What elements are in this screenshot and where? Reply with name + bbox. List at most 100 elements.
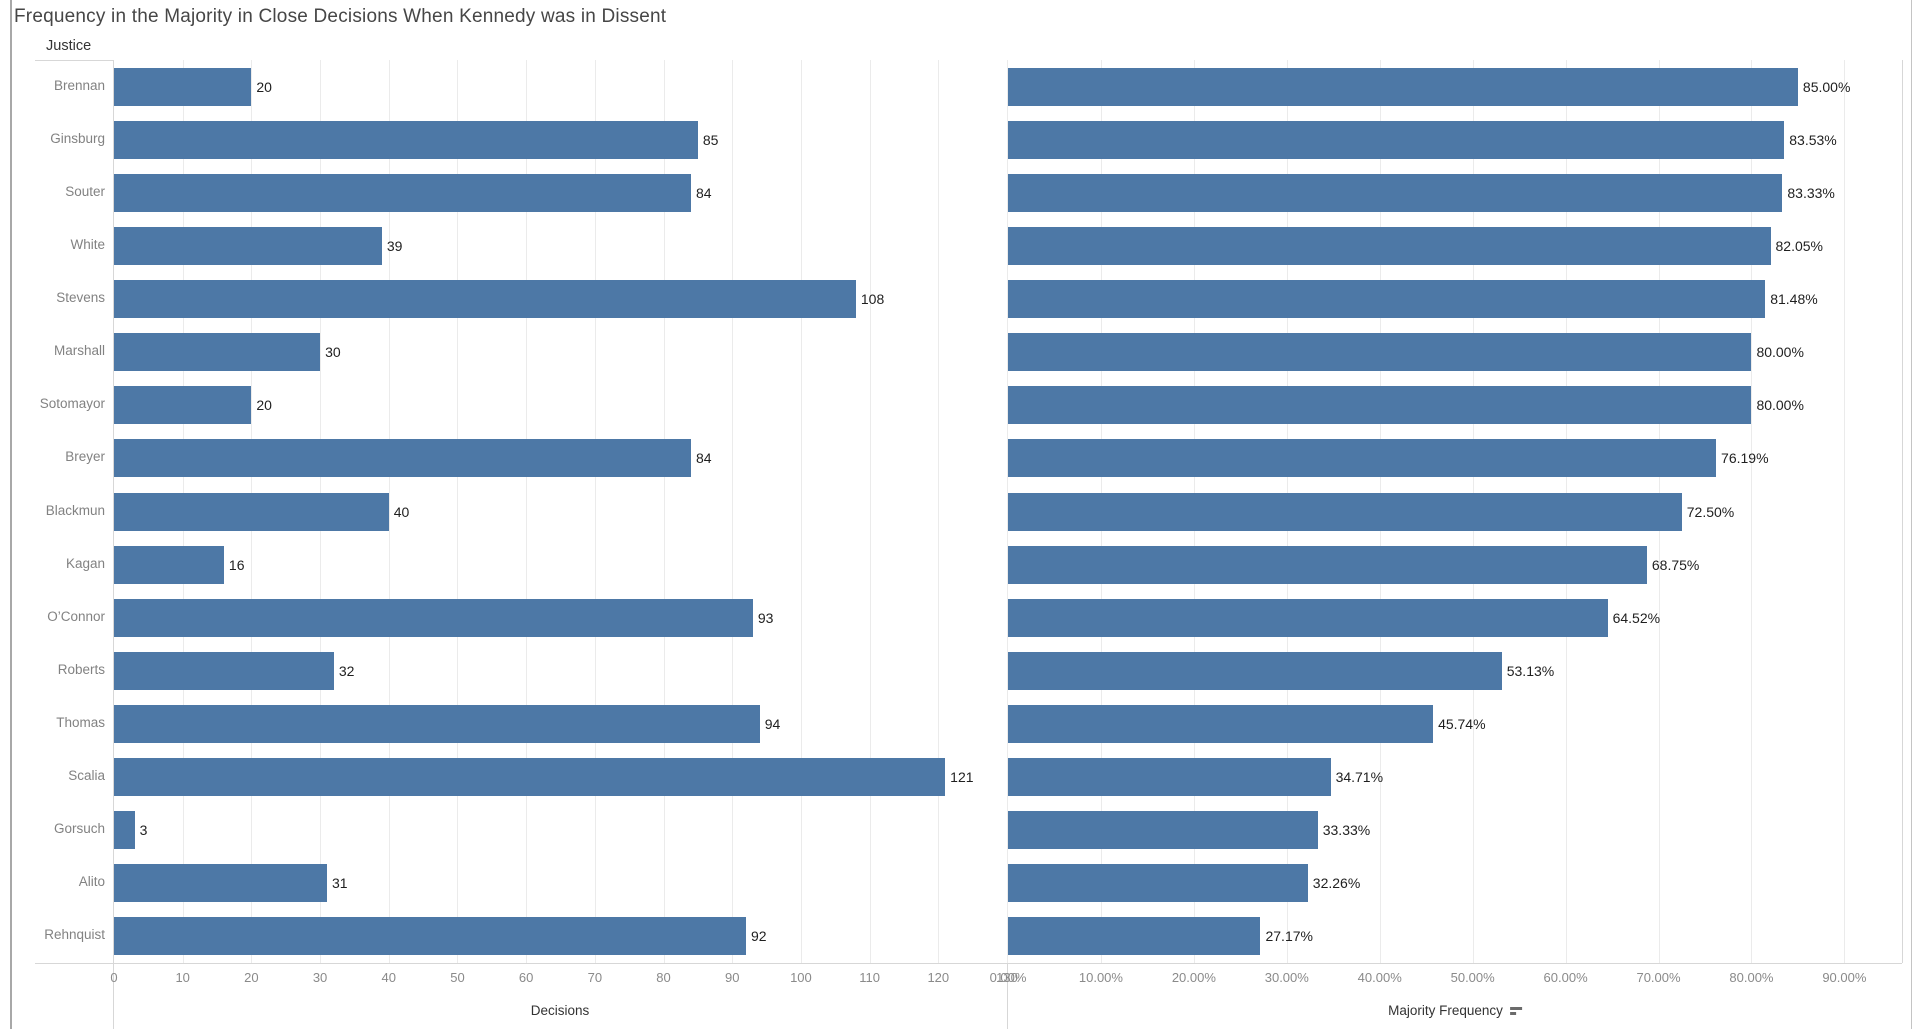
bar-value-label: 39 [386, 237, 403, 254]
bar-value-label: 45.74% [1438, 715, 1486, 732]
axis-tick-label: 10 [175, 970, 190, 985]
gridline [732, 60, 734, 963]
decisions-bar[interactable] [114, 67, 252, 106]
window-right-edge [1911, 0, 1912, 1029]
justice-label[interactable]: Alito [78, 874, 105, 890]
decisions-bar[interactable] [114, 917, 746, 956]
decisions-bar[interactable] [114, 173, 691, 212]
axis-tick-label: 80 [656, 970, 671, 985]
justice-label[interactable]: Scalia [68, 768, 105, 784]
axis-tick-label: 30 [312, 970, 328, 985]
frequency-bar[interactable] [1008, 280, 1766, 319]
frequency-bar[interactable] [1008, 386, 1752, 425]
decisions-bar[interactable] [114, 439, 691, 478]
decisions-bar[interactable] [114, 492, 389, 531]
sort-descending-icon[interactable] [1509, 1006, 1522, 1016]
pane-bottom-border [35, 963, 1902, 964]
gridline [594, 60, 596, 963]
justice-label[interactable]: Rehnquist [44, 927, 105, 943]
justice-label[interactable]: O’Connor [47, 608, 105, 624]
gridline [457, 60, 459, 963]
x-axis-title-frequency: Majority Frequency [1388, 1003, 1522, 1018]
window-left-edge [10, 0, 12, 1029]
decisions-bar[interactable] [114, 333, 321, 372]
frequency-bar[interactable] [1008, 226, 1771, 265]
justice-label[interactable]: Thomas [56, 714, 105, 730]
frequency-bar[interactable] [1008, 333, 1752, 372]
bar-value-label: 85.00% [1802, 78, 1851, 95]
decisions-bar[interactable] [114, 758, 946, 797]
axis-tick-label: 50 [450, 970, 465, 985]
bar-value-label: 84 [696, 450, 712, 467]
gridline [800, 60, 802, 963]
axis-tick-label: 60 [518, 970, 534, 985]
decisions-bar[interactable] [114, 598, 753, 637]
frequency-bar[interactable] [1008, 758, 1331, 797]
axis-tick-label: 20 [244, 970, 259, 985]
frequency-bar[interactable] [1008, 545, 1647, 584]
decisions-bar[interactable] [114, 386, 252, 425]
axis-tick-label: 20.00% [1171, 970, 1216, 985]
bar-value-label: 27.17% [1265, 928, 1313, 945]
frequency-bar[interactable] [1008, 651, 1502, 690]
decisions-bar[interactable] [114, 120, 698, 159]
frequency-bar[interactable] [1008, 598, 1608, 637]
justice-label[interactable]: White [70, 236, 105, 252]
frequency-bar[interactable] [1008, 704, 1434, 743]
axis-tick-label: 70.00% [1636, 970, 1681, 985]
decisions-bar[interactable] [114, 704, 760, 743]
bar-value-label: 92 [750, 928, 767, 945]
bar-value-label: 84 [696, 184, 712, 201]
frequency-bar[interactable] [1008, 67, 1798, 106]
justice-label[interactable]: Brennan [53, 77, 105, 93]
frequency-bar[interactable] [1008, 439, 1717, 478]
decisions-bar[interactable] [114, 864, 327, 903]
justice-column-header[interactable]: Justice [46, 38, 92, 54]
justice-label[interactable]: Roberts [57, 661, 105, 677]
bar-value-label: 32.26% [1312, 875, 1361, 892]
decisions-bar[interactable] [114, 651, 334, 690]
gridline [869, 60, 871, 963]
axis-tick-label: 40.00% [1357, 970, 1402, 985]
bar-value-label: 53.13% [1506, 662, 1555, 679]
decisions-bar[interactable] [114, 811, 135, 850]
justice-label[interactable]: Sotomayor [39, 396, 105, 412]
justice-label[interactable]: Souter [65, 183, 105, 199]
bar-value-label: 80.00% [1756, 344, 1804, 361]
frequency-bar[interactable] [1008, 120, 1785, 159]
frequency-bar[interactable] [1008, 811, 1318, 850]
bar-value-label: 76.19% [1721, 450, 1769, 467]
bar-value-label: 31 [331, 875, 348, 892]
axis-tick-label: 110 [859, 970, 880, 985]
label-column-separator [113, 60, 114, 1029]
justice-label[interactable]: Ginsburg [50, 130, 105, 146]
axis-tick-label: 30.00% [1264, 970, 1309, 985]
frequency-bar[interactable] [1008, 864, 1308, 903]
x-axis-title-frequency-text: Majority Frequency [1388, 1003, 1503, 1018]
gridline [388, 60, 390, 963]
bar-value-label: 33.33% [1322, 822, 1371, 839]
bar-value-label: 82.05% [1775, 237, 1823, 254]
justice-label[interactable]: Blackmun [45, 502, 105, 518]
bar-value-label: 80.00% [1756, 397, 1804, 414]
justice-label[interactable]: Stevens [56, 290, 105, 306]
frequency-pane: 85.00% 83.53% 83.33% 82.05% 81.48% 80.00% 80.0… [1008, 60, 1902, 963]
axis-tick-label: 60.00% [1543, 970, 1588, 985]
justice-label[interactable]: Kagan [65, 555, 105, 571]
frequency-bar[interactable] [1008, 492, 1682, 531]
bar-value-label: 94 [764, 715, 781, 732]
frequency-bar[interactable] [1008, 173, 1783, 212]
bar-value-label: 30 [325, 344, 341, 361]
gridline [1007, 60, 1008, 963]
justice-label[interactable]: Marshall [53, 343, 105, 359]
gridline [526, 60, 528, 963]
decisions-bar[interactable] [114, 545, 224, 584]
justice-label[interactable]: Gorsuch [53, 821, 105, 837]
pane-right-border [1902, 60, 1903, 963]
bar-value-label: 3 [139, 822, 148, 839]
frequency-bar[interactable] [1008, 917, 1261, 956]
decisions-bar[interactable] [114, 226, 382, 265]
justice-label[interactable]: Breyer [65, 449, 105, 465]
decisions-bar[interactable] [114, 280, 856, 319]
